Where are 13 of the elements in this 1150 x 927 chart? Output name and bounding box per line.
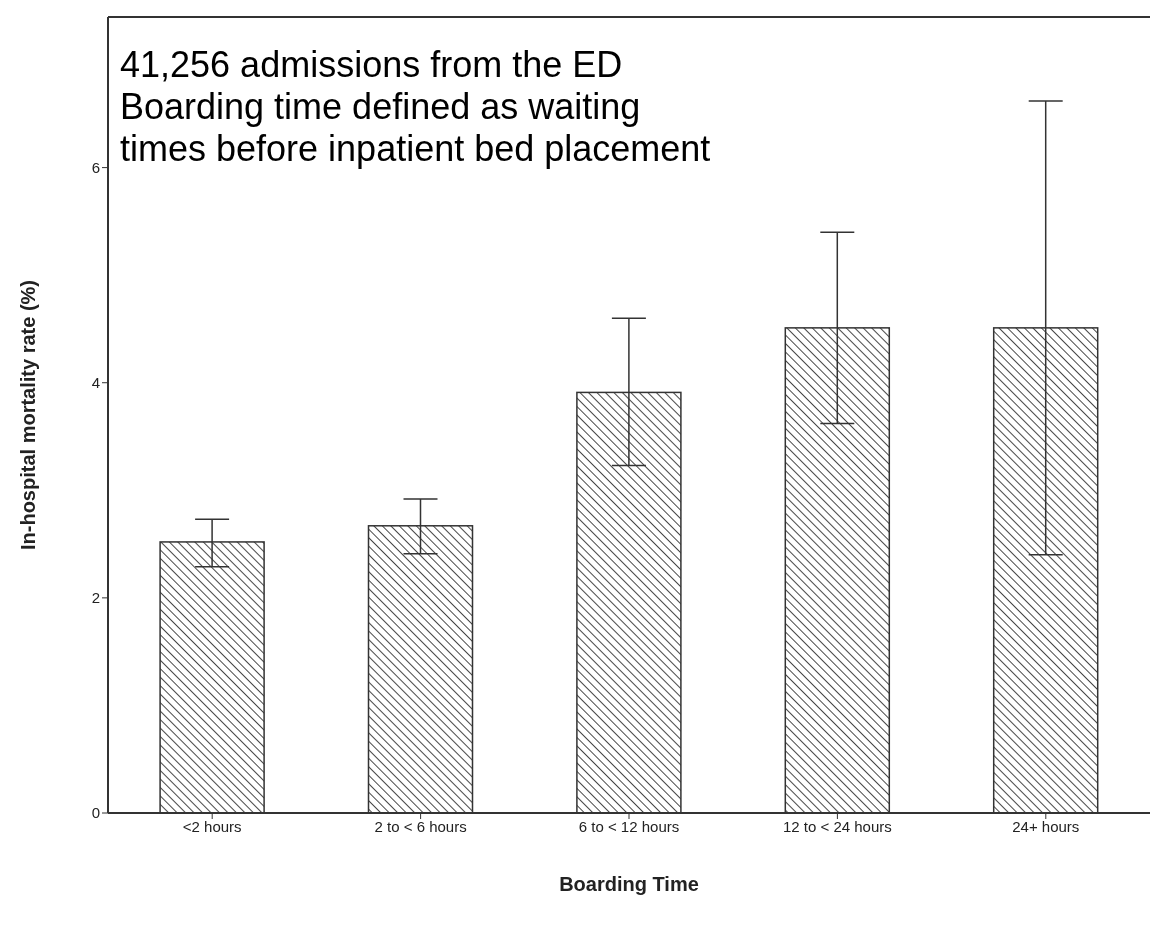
x-axis-title: Boarding Time [559,873,699,895]
x-tick-label: 2 to < 6 hours [374,817,467,835]
x-tick-label: 6 to < 12 hours [578,817,680,835]
annotation: 41,256 admissions from the ED [120,44,624,86]
annotation: Boarding time defined as waiting times before inpatient bed placement [120,86,712,170]
y-tick-label: 0 [91,804,100,822]
y-tick-label: 6 [91,158,100,176]
x-tick-label: 24+ hours [1012,817,1080,835]
y-tick-label: 4 [91,374,100,392]
y-tick-label: 2 [91,589,100,607]
y-axis-title: In-hospital mortality rate (%) [17,279,40,551]
x-tick-label: 12 to < 24 hours [782,817,892,835]
x-tick-label: <2 hours [182,817,242,835]
